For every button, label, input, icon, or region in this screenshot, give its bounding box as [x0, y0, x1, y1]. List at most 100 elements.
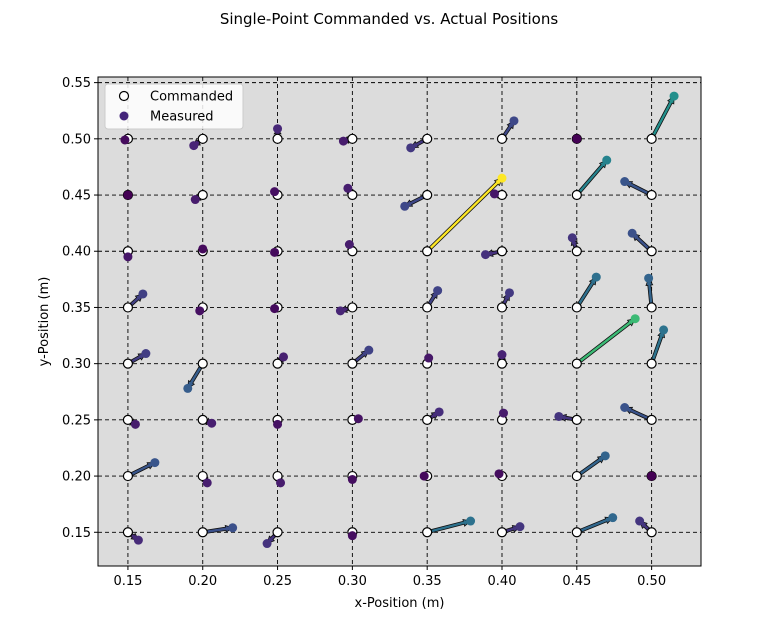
commanded-point	[197, 189, 208, 201]
commanded-point	[646, 302, 657, 313]
measured-point	[567, 233, 577, 243]
commanded-point	[347, 189, 358, 201]
measured-point	[481, 250, 491, 260]
commanded-point	[422, 246, 433, 257]
legend-measured-label: Measured	[150, 110, 214, 125]
commanded-point	[571, 358, 582, 369]
measured-point	[123, 252, 133, 262]
measured-point	[270, 187, 280, 197]
measured-point	[279, 352, 289, 362]
x-tick-label: 0.40	[488, 574, 517, 589]
measured-point	[504, 288, 514, 298]
commanded-point	[122, 414, 134, 425]
measured-point	[347, 474, 357, 484]
measured-point	[335, 306, 345, 316]
commanded-point	[496, 527, 508, 538]
y-tick-label: 0.20	[62, 470, 91, 485]
measured-point	[141, 349, 151, 359]
measured-point	[635, 516, 645, 526]
x-tick-label: 0.20	[188, 574, 217, 589]
measured-point	[669, 91, 679, 101]
x-tick-label: 0.45	[562, 574, 591, 589]
commanded-point	[272, 133, 283, 144]
measured-point	[591, 272, 601, 282]
commanded-point	[122, 527, 134, 538]
measured-point	[338, 136, 348, 146]
commanded-point	[347, 133, 358, 144]
commanded-point	[347, 302, 358, 313]
measured-point	[400, 201, 410, 211]
x-tick-label: 0.35	[413, 574, 442, 589]
chart-title: Single-Point Commanded vs. Actual Positi…	[220, 10, 559, 28]
measured-point	[343, 183, 353, 193]
y-axis-label: y-Position (m)	[37, 277, 52, 367]
measured-point	[498, 408, 508, 418]
legend-commanded-label: Commanded	[150, 90, 233, 105]
legend: Commanded Measured	[104, 83, 244, 130]
commanded-point	[646, 414, 657, 425]
plot-area	[98, 77, 701, 566]
y-tick-label: 0.35	[62, 301, 91, 316]
measured-point	[406, 143, 416, 153]
measured-point	[130, 419, 140, 429]
measured-point	[572, 134, 582, 144]
x-tick-label: 0.50	[637, 574, 666, 589]
measured-point	[509, 116, 519, 126]
measured-point	[198, 244, 208, 254]
measured-point	[600, 451, 610, 461]
measured-point	[620, 177, 630, 187]
commanded-point	[496, 246, 508, 257]
x-tick-label: 0.15	[113, 574, 142, 589]
commanded-point	[571, 246, 582, 257]
measured-point	[190, 195, 200, 205]
measured-point	[627, 228, 637, 238]
commanded-point	[496, 133, 508, 144]
measured-point	[419, 471, 429, 481]
commanded-point	[122, 358, 134, 369]
measured-point	[659, 325, 669, 335]
commanded-point	[347, 358, 358, 369]
measured-point	[433, 286, 443, 296]
measured-point	[608, 513, 618, 523]
commanded-point	[571, 470, 582, 482]
y-tick-label: 0.45	[62, 189, 91, 204]
y-tick-label: 0.30	[62, 357, 91, 372]
measured-point	[228, 523, 238, 533]
y-tick-label: 0.40	[62, 245, 91, 260]
commanded-point	[571, 414, 582, 425]
commanded-point	[646, 527, 657, 538]
measured-point	[123, 190, 133, 200]
measured-point	[434, 407, 444, 417]
x-axis: 0.15 0.20 0.25 0.30 0.35 0.40 0.45 0.50	[113, 566, 666, 589]
y-tick-label: 0.55	[62, 76, 91, 91]
y-tick-label: 0.15	[62, 526, 91, 541]
measured-point	[270, 304, 280, 314]
measured-point	[195, 306, 205, 316]
legend-box	[104, 83, 244, 130]
measured-point	[494, 469, 504, 479]
commanded-point	[122, 302, 134, 313]
measured-point	[353, 414, 363, 424]
measured-point	[138, 289, 148, 299]
measured-point	[424, 353, 434, 363]
y-axis: 0.15 0.20 0.25 0.30 0.35 0.40 0.45 0.50 0.55	[62, 76, 98, 541]
measured-point	[207, 418, 217, 428]
measured-point	[270, 247, 280, 257]
measured-point	[189, 141, 199, 151]
legend-commanded-marker	[118, 90, 130, 102]
measured-point	[273, 419, 283, 429]
measured-point	[276, 478, 286, 488]
x-axis-label: x-Position (m)	[355, 596, 445, 611]
measured-point	[347, 531, 357, 541]
measured-point	[490, 189, 500, 199]
x-tick-label: 0.25	[263, 574, 292, 589]
commanded-point	[571, 302, 582, 313]
measured-point	[515, 522, 525, 532]
commanded-point	[422, 527, 433, 538]
commanded-point	[422, 414, 433, 425]
commanded-point	[496, 358, 508, 369]
commanded-point	[197, 414, 208, 425]
measured-point	[497, 173, 507, 183]
commanded-point	[571, 189, 582, 201]
